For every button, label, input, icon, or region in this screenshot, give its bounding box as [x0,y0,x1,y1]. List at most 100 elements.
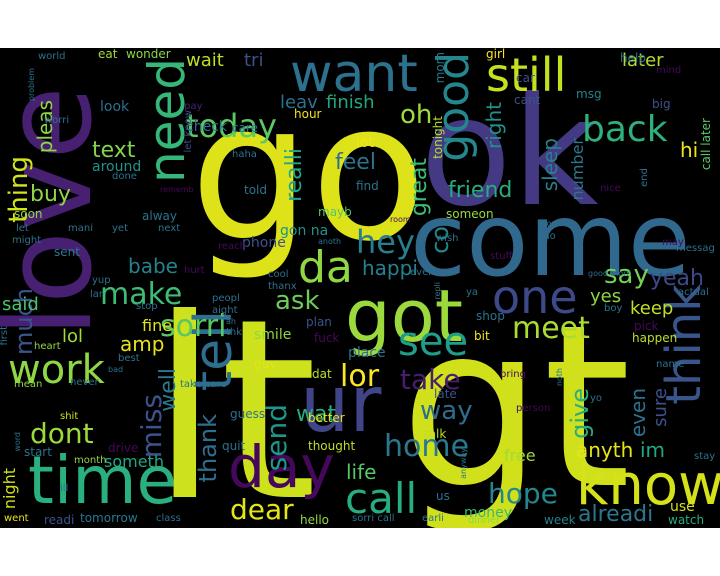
word: day [228,433,335,501]
word: go [190,62,427,283]
word: number [568,138,587,201]
word: readi [44,513,75,527]
word: nice [600,183,621,194]
word: realli [282,148,307,202]
word: dat [312,367,332,381]
word: call later [699,118,713,171]
word: life [346,460,377,484]
word: buy [30,182,71,207]
word: free [504,446,536,465]
word: told [244,183,267,197]
word: pleas [33,100,57,154]
word: ask [275,286,320,316]
word: tonight [431,116,445,159]
word: someon [446,207,494,221]
word: bad [108,365,124,374]
word: hour [294,107,322,121]
word: money [464,505,512,521]
word: later [622,50,664,71]
word: home [384,429,470,464]
word: da [298,242,353,293]
word: week [544,513,576,527]
word: sorri call [352,513,395,524]
word: cool [268,269,289,280]
word: girl [486,48,506,61]
word: fuck [314,331,340,345]
word: feel [335,150,376,175]
word: dont [30,417,94,450]
word: wait [186,50,224,71]
word: earli [422,513,444,524]
word: next [158,223,181,234]
word: tri [244,50,264,71]
word: thought [308,439,356,453]
word: msg [576,87,602,101]
word: mani [68,223,93,234]
word: time [28,442,178,519]
word: late [434,387,457,401]
word: rememb [160,185,194,194]
word: shop [476,309,505,323]
word: find [356,179,379,193]
word: dear [230,493,294,526]
word: yes [590,286,622,307]
word: ok [420,66,599,240]
word: place [348,345,386,361]
word: sure [650,388,671,427]
word: thk [226,327,243,338]
word: might [12,235,42,246]
word: care [232,121,259,135]
word: amp [120,332,165,356]
word: mayb [318,205,352,219]
word: hurt [184,265,205,276]
word: watch [668,513,705,527]
word: dinner [468,515,501,526]
word: one [492,270,578,324]
word: today [186,107,277,145]
word: meet [512,311,590,346]
word: actual [678,287,709,298]
word: gon na [280,223,329,239]
word: take [400,363,461,396]
word: end [639,168,650,187]
word: name [656,359,685,370]
word: let [16,223,29,234]
word: give [566,388,594,439]
word: someth [104,452,164,471]
word: month [74,455,107,466]
word: big [652,97,671,111]
word: worri [44,115,70,126]
word: make [100,277,183,312]
word: babe [128,254,178,278]
word: may [662,237,684,248]
word: oh [400,100,433,130]
word: yet [112,223,128,234]
word: class [156,513,181,524]
word: peopl [212,293,240,304]
word: never [70,377,99,388]
word: better [308,411,345,425]
word: anyway [459,448,468,479]
word: talk [424,427,447,441]
word: use [670,499,695,515]
word: ill [60,483,69,494]
word: pay [184,101,203,112]
word: gt [400,277,632,528]
word: yeah [650,266,704,291]
word: happi [362,256,418,280]
word: alway [142,209,177,223]
word: guess [230,407,266,421]
word: said [2,294,39,315]
word: friend [448,178,513,203]
word: even [626,388,650,438]
word: sent [54,245,80,259]
word: reach [218,241,247,252]
word: lt [150,265,318,529]
word: anyth [576,438,634,462]
word: start [24,445,52,459]
word: car [516,71,535,85]
word: send [260,404,293,472]
word: done [112,171,137,182]
word: hey [356,223,415,261]
word: bring [500,369,526,380]
